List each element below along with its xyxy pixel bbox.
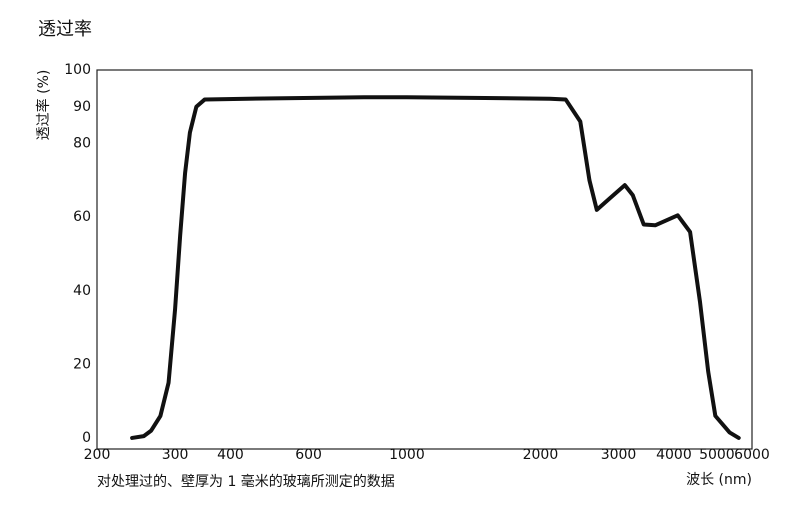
caption: 对处理过的、壁厚为 1 毫米的玻璃所测定的数据 [97,473,395,490]
x-tick-label: 600 [295,447,322,463]
y-tick-label: 100 [64,62,91,78]
x-tick-label: 400 [217,447,244,463]
x-tick-label: 1000 [389,447,425,463]
x-tick-label: 2000 [523,447,559,463]
y-tick-label: 20 [73,356,91,372]
y-tick-label: 60 [73,209,91,225]
x-tick-label: 300 [162,447,189,463]
x-tick-label: 3000 [601,447,637,463]
x-tick-label: 200 [84,447,111,463]
y-tick-label: 90 [73,99,91,115]
y-tick-label: 40 [73,283,91,299]
y-axis-label: 透过率 (%) [35,70,52,141]
x-tick-label: 4000 [656,447,692,463]
x-tick-label: 5000 [699,447,735,463]
y-tick-label: 80 [73,136,91,152]
x-tick-label: 6000 [734,447,770,463]
y-tick-label: 0 [82,430,91,446]
line-series [130,95,741,440]
plot-frame [96,69,753,450]
chart-title: 透过率 [38,19,92,40]
x-axis-label: 波长 (nm) [686,472,752,488]
